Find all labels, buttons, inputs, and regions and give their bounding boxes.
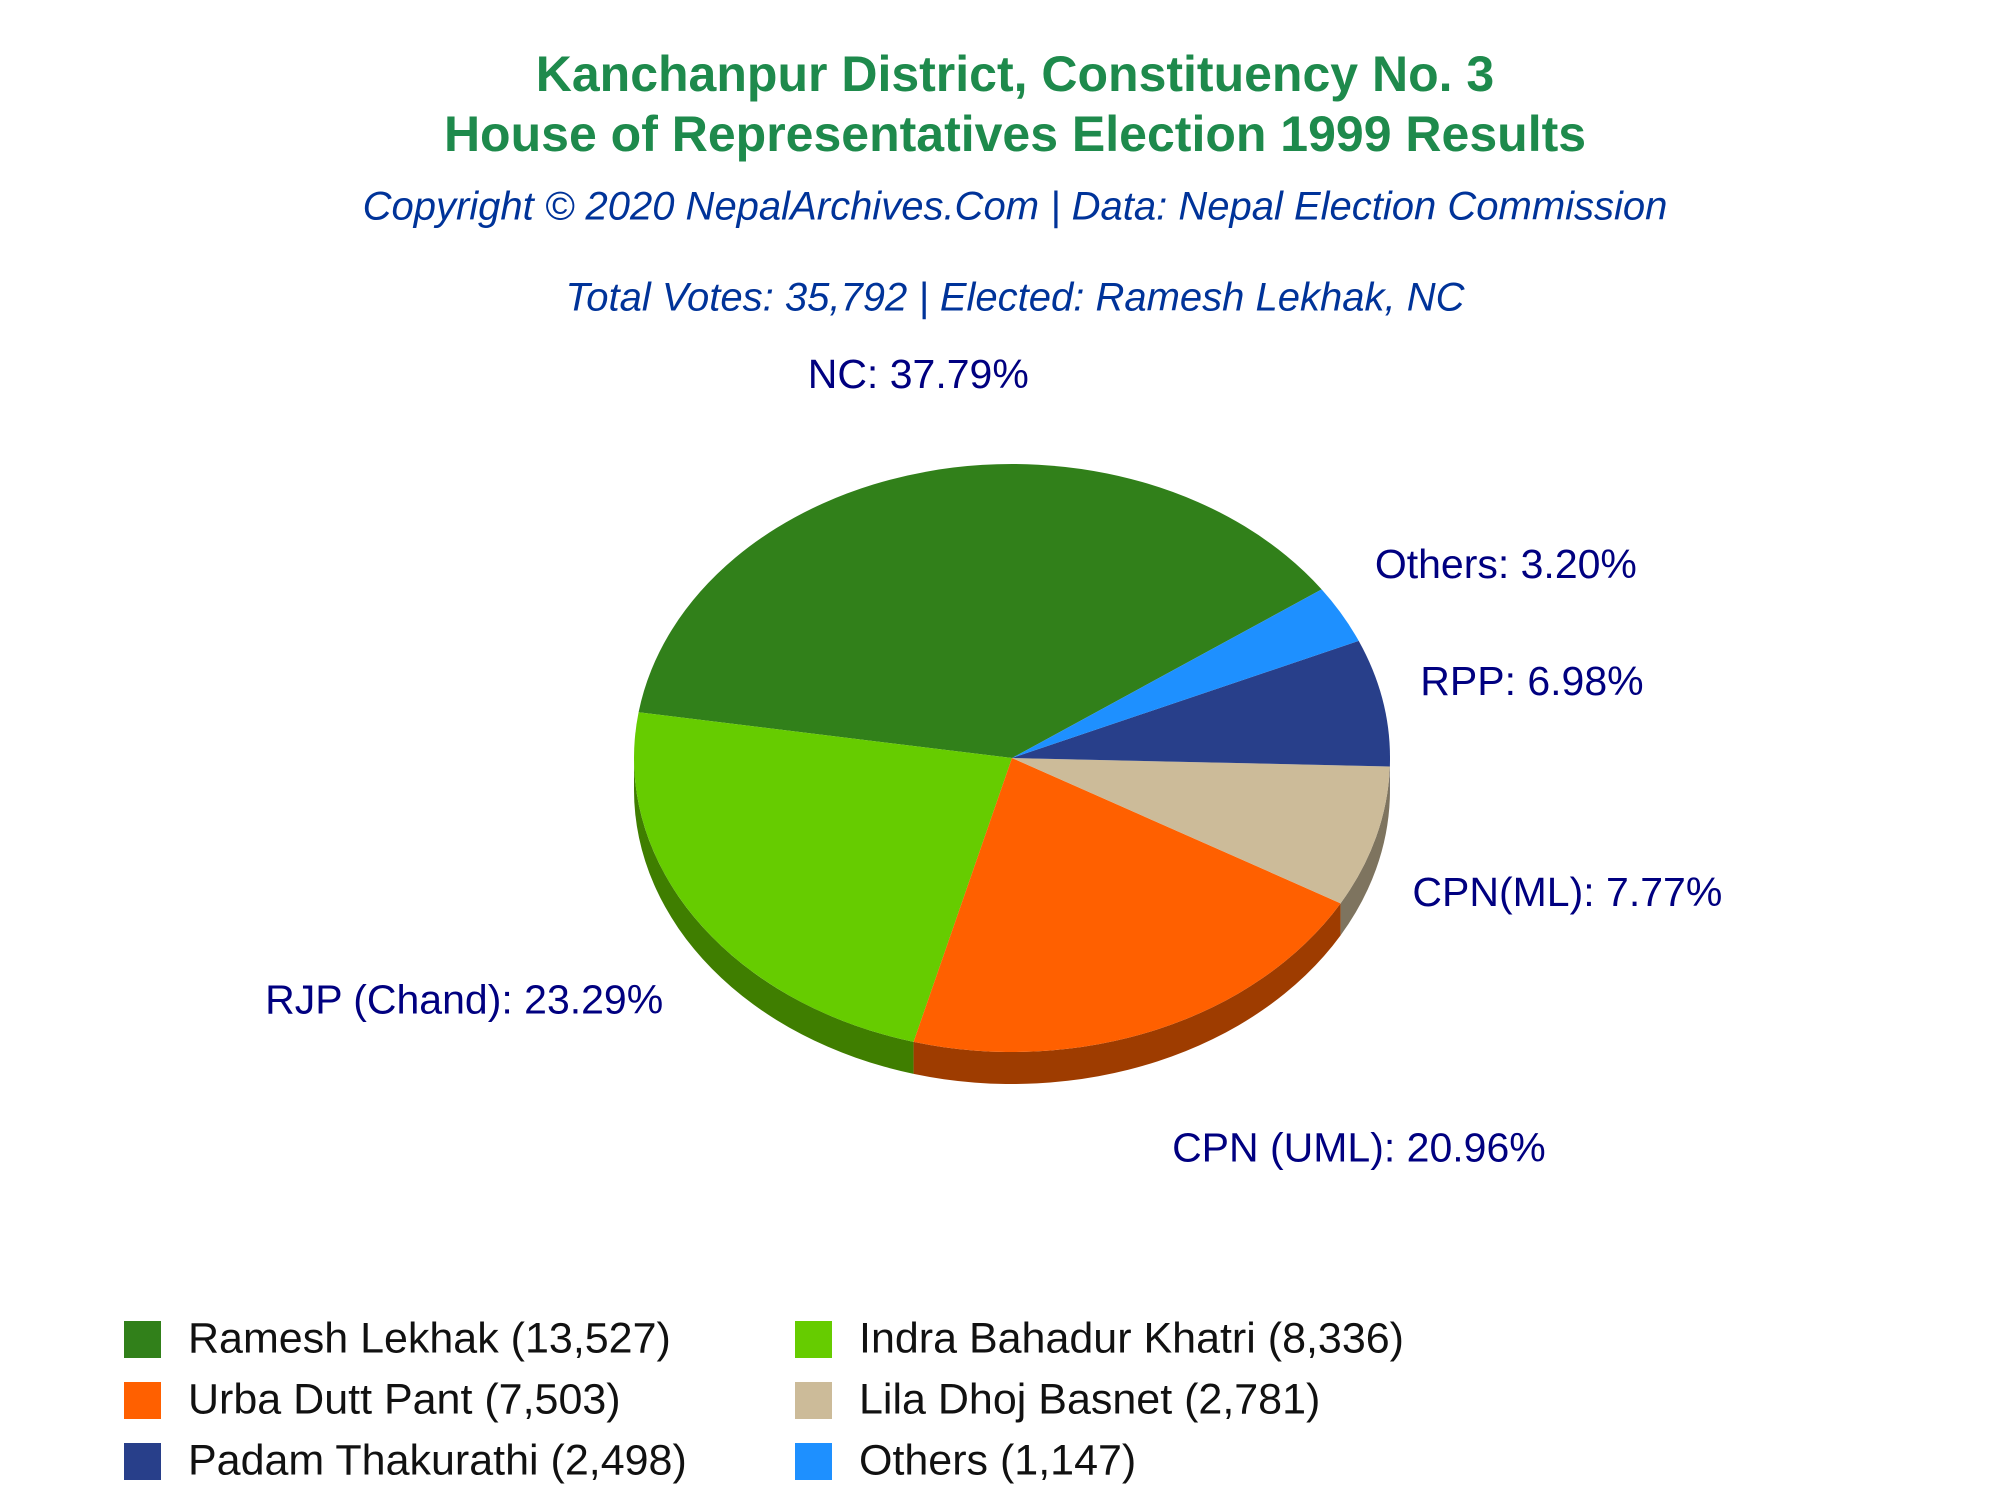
- pie-slice: [913, 758, 1341, 1052]
- data-label: RPP: 6.98%: [1420, 658, 1643, 704]
- data-label: NC: 37.79%: [808, 351, 1029, 397]
- pie-slice: [638, 463, 1322, 758]
- legend-swatch: [795, 1382, 832, 1419]
- pie-slice: [1012, 758, 1390, 904]
- data-label: CPN(ML): 7.77%: [1412, 869, 1722, 915]
- data-label: Others: 3.20%: [1375, 541, 1637, 587]
- annotation: Total Votes: 35,792 | Elected: Ramesh Le…: [565, 276, 1465, 320]
- pie-slice-side: [913, 903, 1341, 1084]
- legend-label: Padam Thakurathi (2,498): [188, 1436, 687, 1484]
- legend-label: Ramesh Lekhak (13,527): [188, 1314, 671, 1362]
- chart-title: Kanchanpur District, Constituency No. 3: [536, 46, 1494, 102]
- legend-swatch: [124, 1321, 161, 1358]
- legend-swatch: [795, 1321, 832, 1358]
- chart-title: House of Representatives Election 1999 R…: [444, 106, 1586, 162]
- legend-label: Urba Dutt Pant (7,503): [188, 1375, 621, 1423]
- pie-slice-side: [1340, 766, 1390, 936]
- pie-slice: [1012, 640, 1390, 767]
- chart-subtitle: Copyright © 2020 NepalArchives.Com | Dat…: [363, 185, 1668, 229]
- legend-label: Lila Dhoj Basnet (2,781): [859, 1375, 1320, 1423]
- legend-swatch: [124, 1443, 161, 1480]
- data-label: CPN (UML): 20.96%: [1172, 1125, 1546, 1171]
- legend-label: Others (1,147): [859, 1436, 1136, 1484]
- pie-slice: [1012, 589, 1359, 758]
- legend-label: Indra Bahadur Khatri (8,336): [859, 1314, 1404, 1362]
- data-label: RJP (Chand): 23.29%: [265, 977, 663, 1023]
- pie-slice: [634, 712, 1012, 1042]
- legend-swatch: [124, 1382, 161, 1419]
- pie-slice-side: [634, 758, 914, 1074]
- legend-swatch: [795, 1443, 832, 1480]
